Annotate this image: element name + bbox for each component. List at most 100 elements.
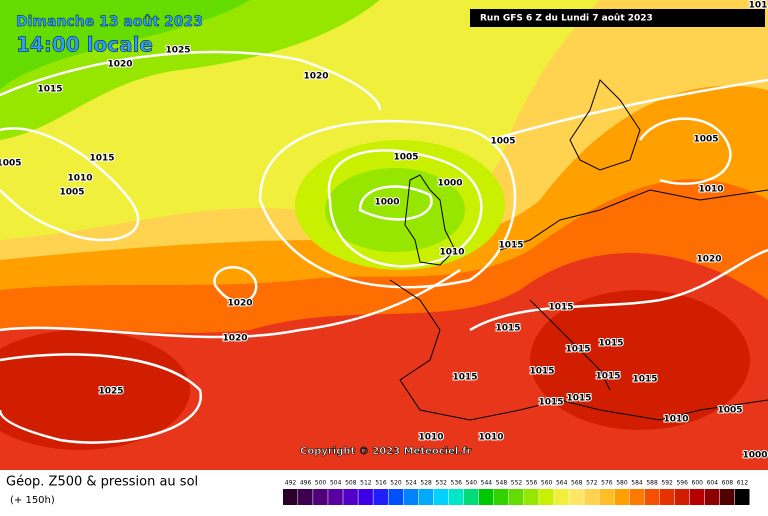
- isobar-label: 1010: [663, 415, 688, 425]
- coastline: [529, 299, 611, 391]
- legend-label: 600: [692, 480, 704, 487]
- time-label: 14:00 locale: [16, 33, 153, 57]
- legend-label: 580: [616, 480, 628, 487]
- legend-label: 512: [360, 480, 372, 487]
- isobar-line: [327, 149, 483, 268]
- isobar-line: [469, 248, 768, 332]
- band-green-dark: [0, 0, 250, 90]
- isobar-line: [213, 266, 258, 304]
- legend-label: 520: [390, 480, 402, 487]
- isobar-label: 101: [749, 1, 768, 11]
- legend-swatch: [388, 489, 404, 505]
- legend-swatch: [373, 489, 388, 505]
- isobar-line: [0, 50, 382, 111]
- isobar-label: 1020: [222, 334, 247, 344]
- isobar-label: 1000: [742, 451, 767, 461]
- legend-swatch: [493, 489, 509, 505]
- footer-title: Géop. Z500 & pression au sol: [6, 475, 198, 490]
- legend-swatch: [674, 489, 690, 505]
- legend-swatch: [689, 489, 705, 505]
- high-area: [0, 330, 190, 450]
- legend-swatch: [403, 489, 419, 505]
- legend-swatch: [599, 489, 614, 505]
- warm-area: [530, 290, 750, 430]
- isobar-label: 1015: [565, 345, 590, 355]
- legend-swatch: [433, 489, 449, 505]
- legend-swatch: [704, 489, 720, 505]
- isobar-label: 1025: [165, 46, 190, 56]
- legend-label: 536: [451, 480, 463, 487]
- legend-label: 544: [481, 480, 493, 487]
- legend-swatch: [719, 489, 735, 505]
- legend-label: 572: [586, 480, 598, 487]
- isobar-label: 1015: [37, 85, 62, 95]
- isobar-label: 1005: [490, 137, 515, 147]
- legend-label: 608: [722, 480, 734, 487]
- legend-label: 548: [496, 480, 508, 487]
- isobar-label: 1015: [495, 324, 520, 334]
- legend-swatch: [358, 489, 373, 505]
- legend-label: 564: [556, 480, 568, 487]
- date-label: Dimanche 13 août 2023: [16, 14, 203, 30]
- legend-label: 556: [526, 480, 538, 487]
- legend-label: 492: [285, 480, 297, 487]
- isobar-line: [0, 268, 461, 339]
- isobar-label: 1005: [693, 135, 718, 145]
- legend-label: 588: [646, 480, 658, 487]
- coastline: [569, 79, 641, 171]
- legend-label: 568: [571, 480, 583, 487]
- legend-label: 508: [345, 480, 357, 487]
- isobar-label: 1010: [418, 433, 443, 443]
- legend-label: 524: [405, 480, 417, 487]
- footer-lead: (+ 150h): [10, 495, 55, 506]
- legend-label: 552: [511, 480, 523, 487]
- isobar-label: 1015: [598, 339, 623, 349]
- isobar-label: 1010: [698, 185, 723, 195]
- legend-label: 592: [661, 480, 673, 487]
- legend-swatch: [569, 489, 584, 505]
- legend-label: 504: [330, 480, 342, 487]
- legend-label: 604: [707, 480, 719, 487]
- isobar-label: 1015: [595, 372, 620, 382]
- isobar-label: 1015: [548, 303, 573, 313]
- isobar-label: 1020: [107, 60, 132, 70]
- legend-swatch: [584, 489, 599, 505]
- low-core: [325, 168, 465, 252]
- legend-swatch: [283, 489, 298, 505]
- run-label: Run GFS 6 Z du Lundi 7 août 2023: [480, 14, 653, 24]
- legend-swatch: [508, 489, 524, 505]
- isobar-label: 1015: [566, 394, 591, 404]
- legend-label: 596: [676, 480, 688, 487]
- legend-label: 496: [300, 480, 312, 487]
- isobar-line: [638, 117, 732, 185]
- legend-swatch: [734, 489, 750, 505]
- isobar-label: 1015: [89, 154, 114, 164]
- isobar-label: 1005: [59, 188, 84, 198]
- coastline: [499, 189, 768, 251]
- isobar-label: 1015: [452, 373, 477, 383]
- legend-swatch: [478, 489, 494, 505]
- legend-swatch: [644, 489, 660, 505]
- legend-label: 540: [466, 480, 478, 487]
- isobar-label: 1010: [439, 248, 464, 258]
- legend-swatch: [328, 489, 343, 505]
- legend-label: 500: [315, 480, 327, 487]
- legend-swatch: [313, 489, 328, 505]
- legend-label: 516: [375, 480, 387, 487]
- isobar-label: 1020: [696, 255, 721, 265]
- legend-swatch: [659, 489, 675, 505]
- isobar-label: 1005: [717, 406, 742, 416]
- legend-label: 612: [737, 480, 749, 487]
- legend-label: 532: [435, 480, 447, 487]
- isobar-label: 1010: [67, 174, 92, 184]
- isobar-line: [0, 353, 202, 444]
- legend-label: 576: [601, 480, 613, 487]
- legend-swatch: [539, 489, 554, 505]
- isobar-line: [0, 127, 140, 242]
- legend-swatch: [418, 489, 434, 505]
- isobar-label: 1015: [529, 367, 554, 377]
- legend-swatch: [298, 489, 313, 505]
- isobar-label: 1020: [227, 299, 252, 309]
- legend-swatch: [629, 489, 645, 505]
